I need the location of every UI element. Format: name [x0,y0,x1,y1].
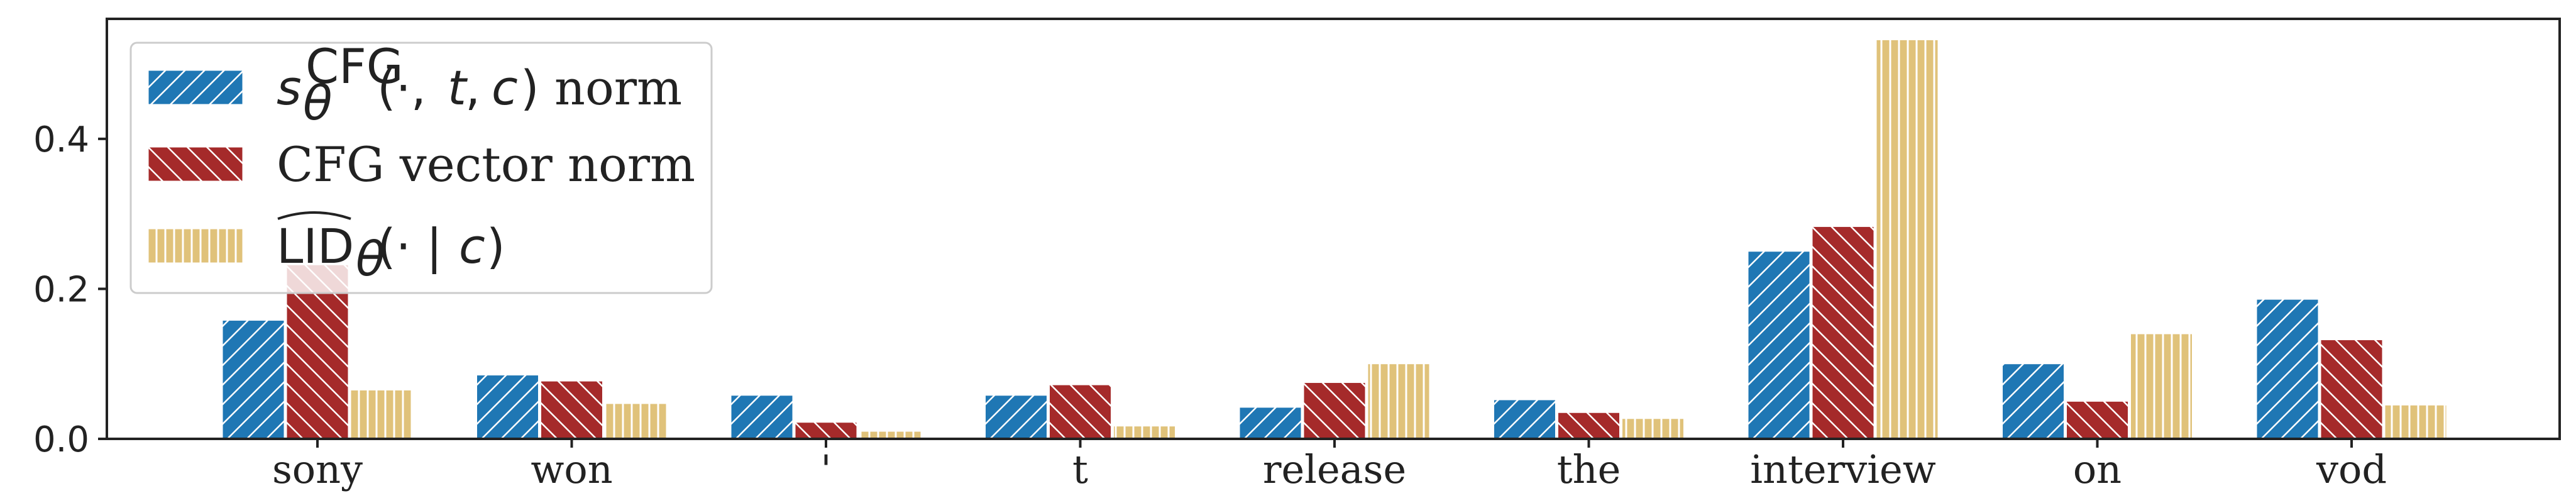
bars-layer [222,39,2447,439]
svg-text:): ) [520,60,539,116]
svg-text:(· |: (· | [377,218,443,275]
bar-score-norm-9 [2256,299,2319,439]
svg-text:): ) [487,218,505,274]
bar-lid-5 [1367,363,1430,439]
svg-text:norm: norm [554,60,682,116]
legend-swatch-cfg-vector-norm [148,146,243,182]
svg-text:c: c [492,60,518,116]
bar-score-norm-2 [476,375,539,439]
x-tick-label-2: won [531,446,612,492]
bar-score-norm-7 [1748,251,1810,439]
svg-text:θ: θ [303,75,333,131]
bar-cfg-vector-norm-8 [2066,401,2128,439]
bar-cfg-vector-norm-5 [1303,382,1366,439]
x-tick-label-5: release [1263,446,1406,492]
legend-box [129,41,713,294]
bar-score-norm-6 [1494,399,1556,439]
svg-text:(·,: (·, [377,60,426,116]
y-tick-label-1: 0.0 [33,419,89,460]
bar-cfg-vector-norm-9 [2320,340,2383,439]
bar-lid-9 [2384,404,2447,439]
bar-cfg-vector-norm-7 [1812,226,1874,439]
svg-text:CFG: CFG [305,38,404,94]
bar-cfg-vector-norm-2 [541,380,603,439]
x-tick-label-6: the [1557,446,1621,492]
bar-cfg-vector-norm-6 [1558,412,1620,439]
labels-layer: sony won ' t release the interview on vod 0.0 0.2 0… [33,119,2387,492]
bar-score-norm-8 [2002,363,2064,439]
legend-swatch-lid [148,228,243,263]
bar-lid-4 [1113,426,1175,439]
legend-label-cfg-vector-norm: CFG vector norm [277,136,695,192]
svg-text:s: s [277,60,302,116]
bar-lid-6 [1622,418,1684,439]
y-tick-label-2: 0.2 [33,269,89,310]
svg-text:θ: θ [356,231,385,287]
bar-score-norm-1 [222,320,285,439]
legend-swatch-score-norm [148,70,243,105]
ticks-layer [98,137,2353,448]
bar-score-norm-3 [730,395,793,439]
legend-label-lid: LID θ(· | c) [277,211,505,287]
bar-cfg-vector-norm-3 [795,422,857,439]
x-tick-label-3: ' [820,446,831,492]
svg-text:,: , [465,60,480,116]
svg-text:t: t [448,60,468,116]
x-tick-label-7: interview [1750,446,1936,492]
x-tick-label-8: on [2073,446,2122,492]
x-tick-label-9: vod [2316,446,2387,492]
x-tick-label-4: t [1072,446,1088,492]
svg-text:c: c [459,218,485,274]
bar-lid-7 [1876,39,1939,439]
bar-lid-1 [350,389,413,439]
bar-lid-2 [605,403,667,439]
bar-score-norm-5 [1239,407,1302,439]
bar-lid-8 [2130,333,2193,439]
svg-text:LID: LID [277,218,354,274]
y-tick-label-3: 0.4 [33,119,89,160]
bar-cfg-vector-norm-4 [1049,384,1111,439]
x-tick-label-1: sony [272,446,363,492]
bar-score-norm-4 [985,395,1047,439]
